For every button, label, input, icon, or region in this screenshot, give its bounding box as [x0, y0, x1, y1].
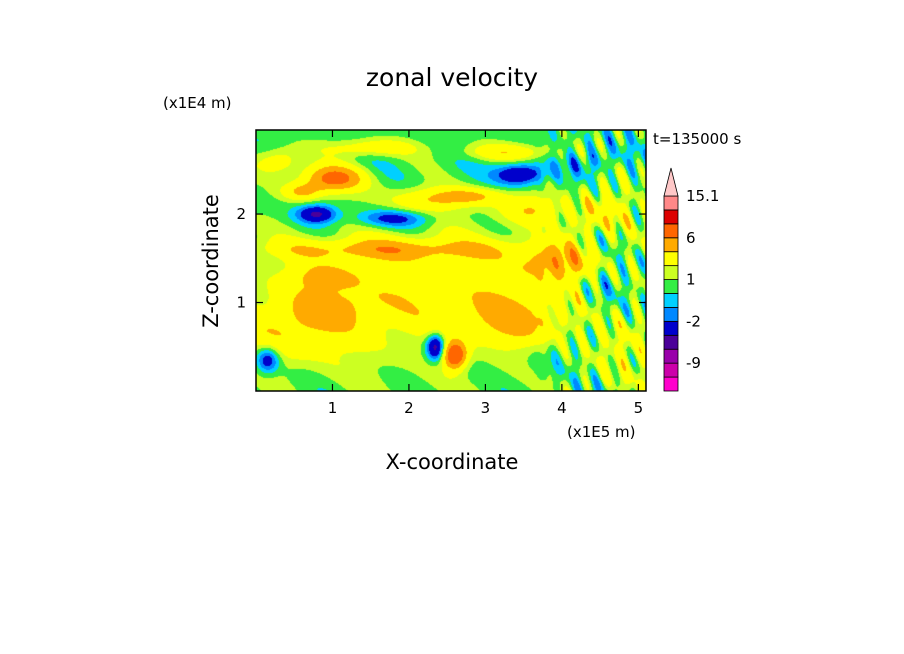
- colorbar-bin: [663, 320, 679, 336]
- x-axis-label: X-coordinate: [386, 450, 519, 474]
- colorbar-bin: [663, 334, 679, 350]
- colorbar-tick-label: 1: [686, 271, 696, 289]
- colorbar-bin: [663, 265, 679, 280]
- colorbar-bin: [663, 195, 679, 211]
- colorbar-bin: [663, 376, 679, 392]
- y-axis-unit: (x1E4 m): [163, 94, 232, 112]
- colorbar-tick-label: 15.1: [686, 187, 719, 205]
- y-tick-label: 1: [236, 294, 246, 312]
- colorbar-extend-max: [663, 167, 679, 197]
- colorbar-bin: [663, 279, 679, 294]
- y-axis-label: Z-coordinate: [199, 194, 223, 328]
- y-axis-ticks: 12: [236, 205, 646, 312]
- colorbar-bin: [663, 237, 679, 253]
- x-axis-ticks: 1 2 3 4 5: [328, 130, 643, 417]
- colorbar-bin: [663, 251, 679, 267]
- velocity-field-canvas: [256, 130, 646, 391]
- colorbar-bin: [663, 209, 679, 225]
- colorbar-bin: [663, 307, 679, 322]
- x-tick-label: 4: [557, 399, 567, 417]
- colorbar-bin: [663, 223, 679, 239]
- x-tick-label: 2: [404, 399, 414, 417]
- x-axis-unit: (x1E5 m): [567, 423, 636, 441]
- colorbar-tick-label: -2: [686, 312, 701, 330]
- time-stamp: t=135000 s: [653, 130, 741, 148]
- x-tick-label: 1: [328, 399, 338, 417]
- colorbar-tick-label: 6: [686, 229, 696, 247]
- velocity-field: [256, 130, 646, 391]
- colorbar-bin: [663, 293, 679, 308]
- x-tick-label: 5: [634, 399, 644, 417]
- colorbar-bin: [663, 348, 679, 364]
- y-tick-label: 2: [236, 205, 246, 223]
- chart-title: zonal velocity: [366, 63, 538, 92]
- colorbar: 15.1 6 1 -2 -9: [663, 167, 719, 392]
- x-tick-label: 3: [481, 399, 491, 417]
- colorbar-bin: [663, 362, 679, 378]
- colorbar-tick-label: -9: [686, 354, 701, 372]
- plot-frame: [255, 129, 647, 392]
